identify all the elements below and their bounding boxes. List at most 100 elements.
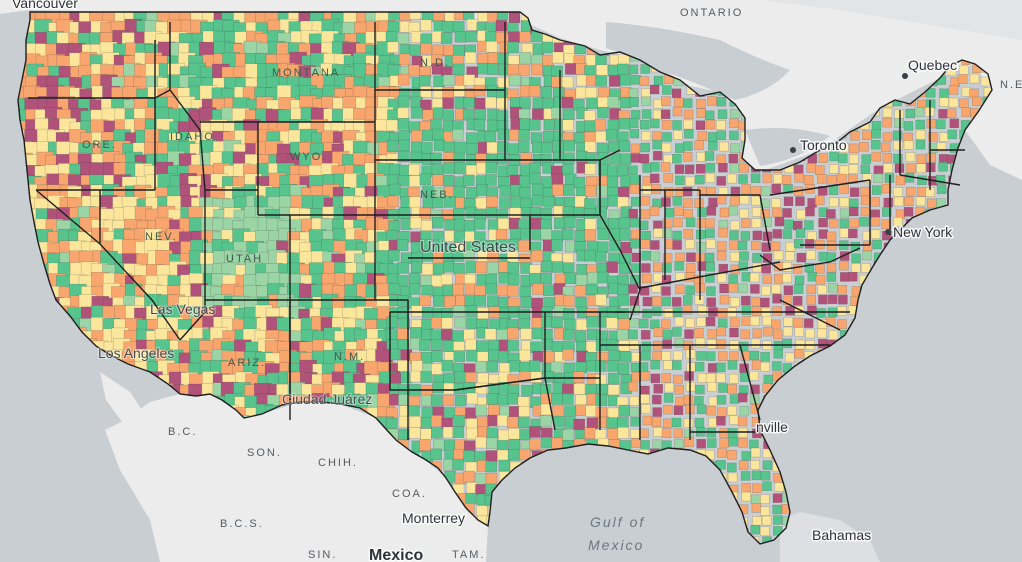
county-cell[interactable] — [595, 131, 607, 143]
county-cell[interactable] — [386, 316, 399, 328]
county-cell[interactable] — [782, 363, 793, 373]
county-cell[interactable] — [716, 416, 726, 426]
county-cell[interactable] — [706, 405, 716, 416]
county-cell[interactable] — [519, 536, 531, 548]
county-cell[interactable] — [980, 187, 990, 197]
county-cell[interactable] — [752, 516, 762, 526]
county-cell[interactable] — [619, 229, 631, 241]
county-cell[interactable] — [705, 273, 715, 283]
county-cell[interactable] — [871, 151, 882, 162]
county-cell[interactable] — [751, 240, 761, 251]
county-cell[interactable] — [563, 184, 575, 196]
county-cell[interactable] — [453, 63, 465, 76]
county-cell[interactable] — [34, 374, 53, 392]
county-cell[interactable] — [773, 515, 783, 525]
county-cell[interactable] — [958, 536, 968, 546]
county-cell[interactable] — [606, 448, 619, 460]
county-cell[interactable] — [903, 140, 914, 150]
county-cell[interactable] — [34, 341, 53, 360]
county-cell[interactable] — [950, 341, 961, 351]
county-cell[interactable] — [617, 308, 629, 320]
county-cell[interactable] — [498, 483, 510, 495]
county-cell[interactable] — [89, 405, 108, 423]
county-cell[interactable] — [454, 219, 466, 231]
county-cell[interactable] — [915, 241, 925, 251]
county-cell[interactable] — [133, 374, 152, 392]
county-cell[interactable] — [872, 306, 882, 316]
county-cell[interactable] — [737, 240, 748, 251]
county-cell[interactable] — [453, 448, 465, 461]
county-cell[interactable] — [58, 361, 77, 380]
county-cell[interactable] — [785, 306, 795, 316]
county-cell[interactable] — [739, 251, 749, 261]
county-cell[interactable] — [126, 548, 143, 562]
county-cell[interactable] — [696, 404, 707, 415]
county-cell[interactable] — [960, 151, 970, 161]
county-cell[interactable] — [685, 176, 695, 187]
county-cell[interactable] — [69, 327, 87, 345]
county-cell[interactable] — [697, 131, 708, 141]
county-cell[interactable] — [44, 450, 63, 468]
county-cell[interactable] — [927, 526, 937, 536]
county-cell[interactable] — [56, 537, 75, 555]
county-cell[interactable] — [847, 174, 858, 184]
county-cell[interactable] — [629, 460, 640, 471]
county-cell[interactable] — [839, 197, 850, 208]
county-cell[interactable] — [994, 329, 1003, 338]
county-cell[interactable] — [960, 230, 970, 240]
county-cell[interactable] — [619, 153, 632, 165]
county-cell[interactable] — [521, 527, 533, 540]
county-cell[interactable] — [980, 450, 990, 461]
county-cell[interactable] — [487, 295, 499, 307]
county-cell[interactable] — [959, 274, 969, 285]
county-cell[interactable] — [640, 371, 651, 381]
county-cell[interactable] — [543, 196, 555, 208]
county-cell[interactable] — [397, 295, 409, 307]
county-cell[interactable] — [948, 97, 959, 108]
county-cell[interactable] — [859, 141, 869, 152]
county-cell[interactable] — [729, 230, 739, 240]
county-cell[interactable] — [727, 405, 737, 416]
county-cell[interactable] — [749, 439, 759, 450]
county-cell[interactable] — [584, 249, 596, 262]
county-cell[interactable] — [716, 339, 726, 349]
county-cell[interactable] — [671, 88, 682, 99]
county-cell[interactable] — [16, 437, 33, 456]
county-cell[interactable] — [586, 315, 598, 328]
county-cell[interactable] — [543, 502, 555, 515]
county-cell[interactable] — [694, 140, 704, 150]
county-cell[interactable] — [674, 261, 684, 271]
county-cell[interactable] — [708, 482, 718, 492]
county-cell[interactable] — [927, 469, 938, 480]
county-cell[interactable] — [584, 163, 597, 175]
county-cell[interactable] — [660, 504, 671, 515]
county-cell[interactable] — [774, 273, 784, 284]
county-cell[interactable] — [903, 505, 913, 516]
county-cell[interactable] — [114, 515, 132, 533]
county-cell[interactable] — [59, 385, 77, 403]
county-cell[interactable] — [862, 426, 872, 437]
county-cell[interactable] — [983, 330, 993, 341]
county-cell[interactable] — [80, 462, 99, 480]
county-cell[interactable] — [949, 473, 960, 483]
county-cell[interactable] — [793, 284, 804, 294]
county-cell[interactable] — [69, 426, 87, 444]
county-cell[interactable] — [871, 315, 881, 326]
county-cell[interactable] — [949, 395, 959, 406]
county-cell[interactable] — [386, 140, 399, 153]
county-cell[interactable] — [829, 164, 839, 174]
county-cell[interactable] — [950, 296, 961, 306]
county-cell[interactable] — [837, 361, 847, 372]
county-cell[interactable] — [552, 184, 564, 196]
county-cell[interactable] — [662, 263, 672, 273]
county-cell[interactable] — [825, 317, 836, 327]
county-cell[interactable] — [453, 85, 466, 97]
county-cell[interactable] — [795, 481, 805, 491]
county-cell[interactable] — [961, 527, 971, 537]
county-cell[interactable] — [553, 539, 565, 551]
county-cell[interactable] — [695, 164, 706, 174]
county-cell[interactable] — [983, 482, 992, 492]
county-cell[interactable] — [816, 308, 826, 318]
county-cell[interactable] — [993, 539, 1002, 548]
county-cell[interactable] — [949, 205, 960, 216]
